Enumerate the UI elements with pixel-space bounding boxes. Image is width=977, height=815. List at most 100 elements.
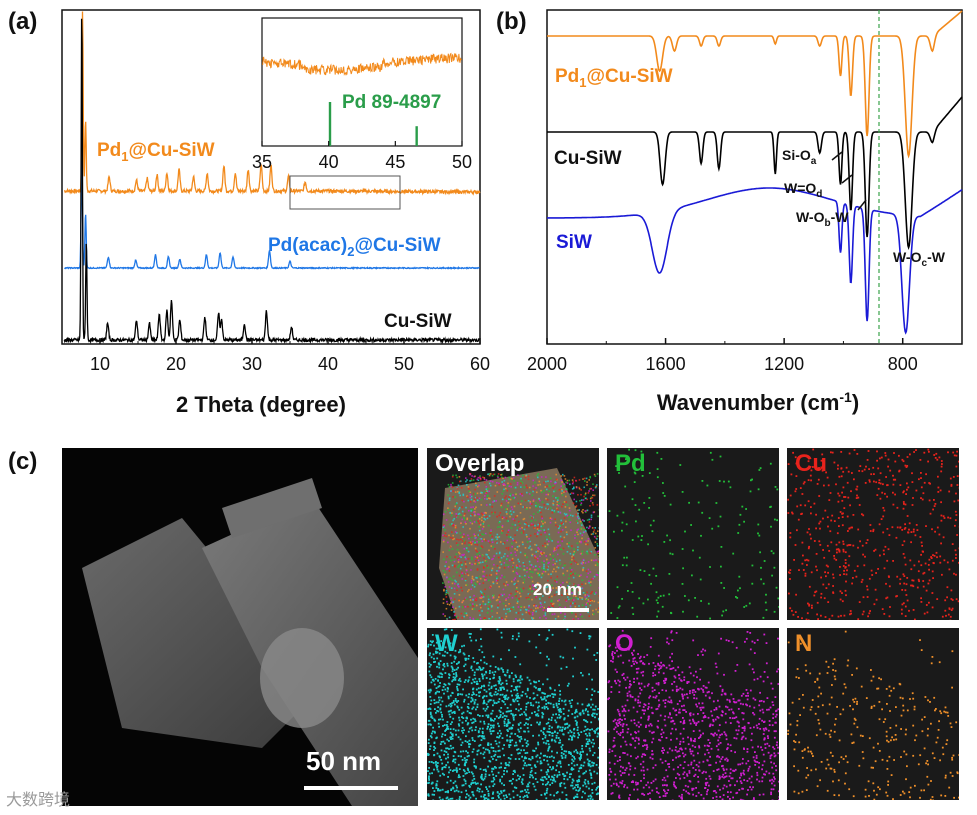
eds-dot [931,606,934,609]
overlap-dot [536,474,538,477]
eds-dot [497,750,500,752]
overlap-dot [478,583,481,585]
eds-dot [519,663,522,666]
eds-dot [463,698,466,701]
overlap-dot [471,575,474,578]
eds-dot [580,672,582,674]
overlap-dot [445,596,448,598]
eds-dot [476,683,478,685]
overlap-dot [564,514,567,516]
eds-dot [915,489,918,492]
eds-dot [465,750,467,753]
eds-dot [446,738,449,741]
overlap-dot [584,562,587,564]
overlap-dot [546,566,549,568]
eds-dot [931,528,933,531]
eds-dot [455,673,458,676]
eds-dot [440,711,442,714]
eds-dot [465,719,467,722]
eds-dot [826,544,829,547]
overlap-dot [485,579,487,581]
eds-dot [553,739,556,742]
overlap-dot [480,596,483,598]
overlap-dot [470,588,472,590]
overlap-dot [515,493,517,496]
overlap-dot [576,542,579,545]
eds-dot [573,728,575,731]
eds-dot [428,761,431,763]
overlap-dot [592,609,594,612]
eds-dot [583,772,586,774]
eds-dot [934,530,936,533]
overlap-dot [464,512,466,515]
eds-dot [621,772,624,774]
eds-dot [922,580,925,582]
overlap-dot [506,558,508,561]
overlap-dot [531,517,534,519]
overlap-dot [554,548,556,550]
eds-dot [766,742,769,745]
eds-dot [470,665,473,668]
overlap-dot [512,566,514,568]
eds-dot [655,591,658,594]
eds-dot [633,677,635,680]
eds-dot [547,770,550,773]
eds-dot [670,738,672,741]
eds-dot [440,759,443,761]
eds-dot [429,745,432,748]
xrd-series-line-2 [63,18,480,345]
eds-dot [535,755,538,758]
eds-dot [844,562,847,564]
eds-dot [548,731,550,733]
eds-dot [773,755,776,758]
eds-dot [491,719,493,721]
eds-dot [683,704,685,707]
eds-dot [452,760,454,763]
eds-dot [475,688,478,691]
overlap-dot [565,481,567,484]
eds-dot [558,684,560,687]
eds-dot [828,499,831,501]
eds-dot [542,741,545,744]
eds-dot [608,510,611,512]
eds-dot [751,582,754,585]
eds-dot [698,737,700,739]
eds-dot [559,709,561,712]
eds-dot [492,655,495,658]
overlap-dot [472,506,474,508]
overlap-dot [501,473,503,476]
eds-dot [457,693,460,695]
eds-dot [429,688,432,691]
eds-dot [532,698,535,700]
overlap-dot [481,533,483,536]
eds-dot [483,720,485,723]
eds-dot [951,543,954,545]
eds-dot [472,775,475,778]
eds-dot [547,769,549,771]
overlap-dot [479,475,481,477]
eds-dot [512,790,515,793]
eds-dot [581,710,584,713]
eds-dot [465,657,468,660]
eds-dot [951,607,954,610]
eds-dot [427,643,430,646]
eds-dot [754,760,757,763]
eds-dot [756,774,759,777]
overlap-dot [516,564,518,567]
overlap-dot [552,605,554,607]
eds-dot [551,726,553,729]
eds-dot [495,742,498,745]
eds-dot [659,714,662,717]
overlap-dot [457,508,460,511]
overlap-dot [500,563,503,566]
eds-dot [768,720,771,722]
annotation-w-ob-w: W-Ob-W [796,209,849,229]
overlap-dot [594,547,596,549]
eds-dot [725,609,727,612]
overlap-dot [489,532,492,534]
overlap-dot [450,490,452,492]
overlap-dot [495,536,497,538]
overlap-dot [535,595,538,598]
overlap-dot [562,503,564,505]
overlap-dot [460,561,462,564]
